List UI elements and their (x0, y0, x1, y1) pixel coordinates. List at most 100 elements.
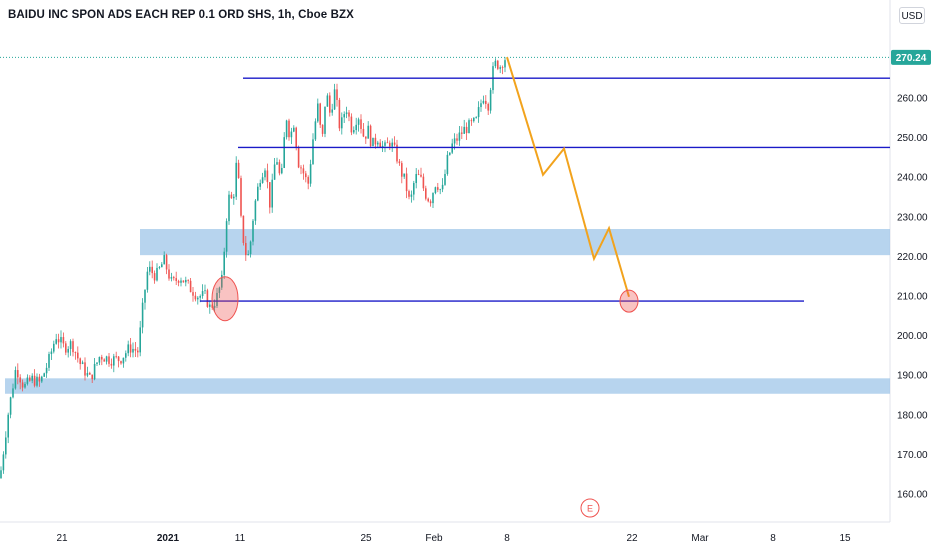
candle-body (218, 287, 221, 293)
candle-body (384, 142, 386, 146)
candle-body (165, 255, 168, 270)
candle-body (132, 348, 134, 353)
candle-body (221, 274, 223, 288)
candle (141, 298, 144, 334)
candle-body (189, 280, 192, 293)
candle-body (41, 376, 43, 382)
candle-body (271, 179, 273, 208)
last-price-label: 270.24 (896, 53, 927, 64)
candle-body (259, 183, 261, 187)
candle (480, 99, 482, 112)
candle (446, 151, 449, 176)
candle (451, 138, 453, 155)
candle (317, 98, 319, 123)
target-circle (619, 289, 639, 313)
candle (307, 175, 309, 190)
candle (425, 185, 427, 201)
candle (223, 247, 225, 279)
candle (444, 169, 446, 186)
candle-body (285, 120, 288, 138)
candle (494, 58, 497, 69)
projection-path (506, 56, 630, 298)
candle-body (497, 60, 499, 69)
candle (415, 168, 417, 189)
candle (247, 250, 249, 256)
candle (168, 264, 170, 281)
candle (228, 190, 230, 225)
candle-body (177, 280, 180, 283)
candle-body (302, 168, 305, 174)
candle (384, 140, 386, 153)
candle-body (69, 341, 72, 349)
demand-zone (140, 229, 890, 256)
candle (89, 371, 91, 375)
candle (153, 270, 156, 284)
candle (458, 126, 461, 146)
candle (266, 163, 269, 189)
candle-body (420, 174, 422, 177)
candle (365, 136, 367, 144)
candle (336, 83, 338, 107)
candle-body (247, 254, 249, 256)
candle-body (197, 297, 199, 300)
candle-body (72, 341, 74, 353)
candle-body (149, 266, 151, 272)
candle-body (36, 376, 38, 386)
candle (305, 170, 307, 183)
candle-body (14, 370, 17, 389)
candle-body (129, 344, 132, 353)
candle-body (504, 60, 506, 68)
candle-body (173, 277, 175, 279)
candle (367, 121, 369, 139)
candle (24, 381, 26, 389)
candle (369, 124, 372, 149)
candle-body (338, 99, 341, 129)
candle (482, 95, 485, 105)
candle-body (297, 148, 300, 168)
candle (237, 159, 240, 179)
candle (362, 122, 365, 138)
time-tick-label: Mar (691, 533, 709, 544)
candle (501, 65, 504, 75)
candle-body (113, 356, 115, 366)
candle-body (283, 137, 285, 168)
candle (345, 106, 348, 119)
candle (410, 190, 413, 203)
candle (338, 97, 341, 132)
candle-body (21, 382, 24, 388)
currency-button[interactable]: USD (899, 7, 925, 24)
chart-title: BAIDU INC SPON ADS EACH REP 0.1 ORD SHS,… (8, 9, 354, 21)
candle-body (19, 377, 21, 383)
candle (261, 172, 264, 184)
time-tick-label: 8 (504, 533, 510, 544)
candle (324, 106, 326, 138)
candle-body (127, 344, 129, 354)
candle-body (108, 356, 110, 364)
candle (165, 253, 168, 275)
candle (81, 360, 84, 365)
candle (405, 167, 408, 199)
candle (437, 182, 439, 193)
candle-body (185, 279, 187, 283)
candle-body (29, 377, 31, 381)
candle-body (396, 144, 398, 162)
candle-body (343, 114, 345, 118)
candle (9, 396, 12, 419)
candle (163, 251, 165, 265)
candle-body (345, 112, 348, 115)
candle-body (65, 343, 67, 353)
candle (60, 330, 62, 349)
candle (173, 275, 175, 281)
candle-body (336, 89, 338, 100)
candle-body (441, 184, 444, 190)
candle-body (98, 356, 101, 363)
price-tick-label: 160.00 (897, 489, 928, 500)
candle-body (187, 279, 189, 281)
time-tick-label: 15 (839, 533, 851, 544)
candle-body (158, 267, 161, 268)
candle-body (170, 277, 173, 279)
candle-body (494, 60, 497, 67)
earnings-marker[interactable]: E (580, 498, 600, 518)
candle-body (101, 356, 103, 360)
